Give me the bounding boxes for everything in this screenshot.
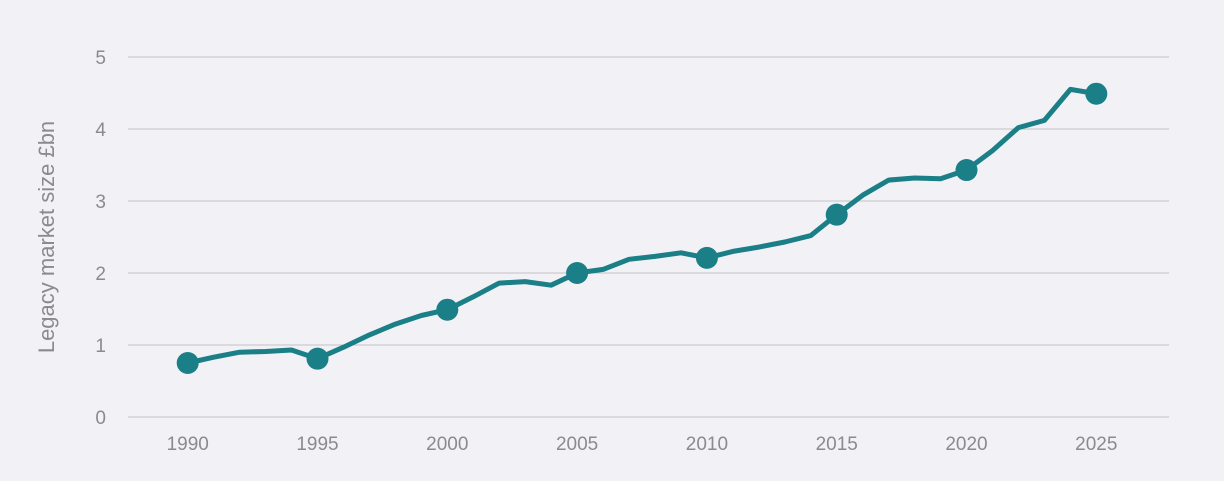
x-axis-ticks: 1990 1995 2000 2005 2010 2015 2020 2025	[167, 434, 1118, 455]
x-tick-label-2015: 2015	[816, 434, 858, 455]
data-point-2020	[955, 159, 978, 182]
series-line-path	[185, 86, 1099, 366]
x-tick-label-2020: 2020	[945, 434, 987, 455]
x-tick-label-2010: 2010	[686, 434, 728, 455]
data-point-2005	[566, 262, 589, 284]
data-point-2015	[825, 203, 848, 226]
gridlines	[128, 56, 1169, 418]
x-tick-label-2000: 2000	[426, 434, 468, 455]
data-point-2010	[695, 246, 718, 269]
y-axis-title: Legacy market size £bn	[34, 121, 59, 353]
data-point-1990	[176, 352, 199, 374]
data-point-1995	[306, 347, 329, 370]
y-tick-label-5: 5	[95, 48, 106, 69]
data-point-2000	[436, 298, 459, 321]
data-point-2025	[1085, 82, 1108, 105]
y-axis-ticks: 0 1 2 3 4 5	[95, 48, 106, 429]
x-tick-label-1995: 1995	[296, 434, 338, 455]
x-tick-label-2025: 2025	[1075, 434, 1117, 455]
y-tick-label-0: 0	[95, 408, 106, 429]
series-markers	[176, 82, 1108, 374]
y-tick-label-3: 3	[95, 192, 106, 213]
y-tick-label-2: 2	[95, 264, 106, 285]
y-tick-label-4: 4	[95, 120, 106, 141]
x-tick-label-2005: 2005	[556, 434, 598, 455]
series-line	[185, 86, 1099, 366]
y-tick-label-1: 1	[95, 336, 106, 357]
x-tick-label-1990: 1990	[167, 434, 209, 455]
